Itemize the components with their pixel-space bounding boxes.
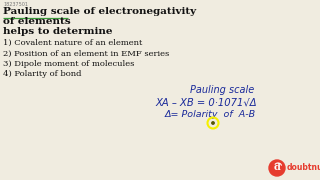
Text: 18237501: 18237501 <box>3 2 28 7</box>
Text: 4) Polarity of bond: 4) Polarity of bond <box>3 71 82 78</box>
Text: helps to determine: helps to determine <box>3 27 113 36</box>
Text: Pauling scale of electronegativity: Pauling scale of electronegativity <box>3 7 196 16</box>
Text: XA – XB = 0·1071√Δ: XA – XB = 0·1071√Δ <box>155 97 257 107</box>
Text: Pauling scale: Pauling scale <box>190 85 254 95</box>
Text: 2) Position of an element in EMF series: 2) Position of an element in EMF series <box>3 50 169 57</box>
Text: 1) Covalent nature of an element: 1) Covalent nature of an element <box>3 39 142 47</box>
Circle shape <box>212 122 214 124</box>
Text: of elements: of elements <box>3 17 71 26</box>
Circle shape <box>269 160 285 176</box>
Text: Δ= Polarity  of  A-B: Δ= Polarity of A-B <box>165 110 256 119</box>
Text: 3) Dipole moment of molecules: 3) Dipole moment of molecules <box>3 60 134 68</box>
Text: doubtnut: doubtnut <box>287 163 320 172</box>
Text: d: d <box>274 163 280 172</box>
